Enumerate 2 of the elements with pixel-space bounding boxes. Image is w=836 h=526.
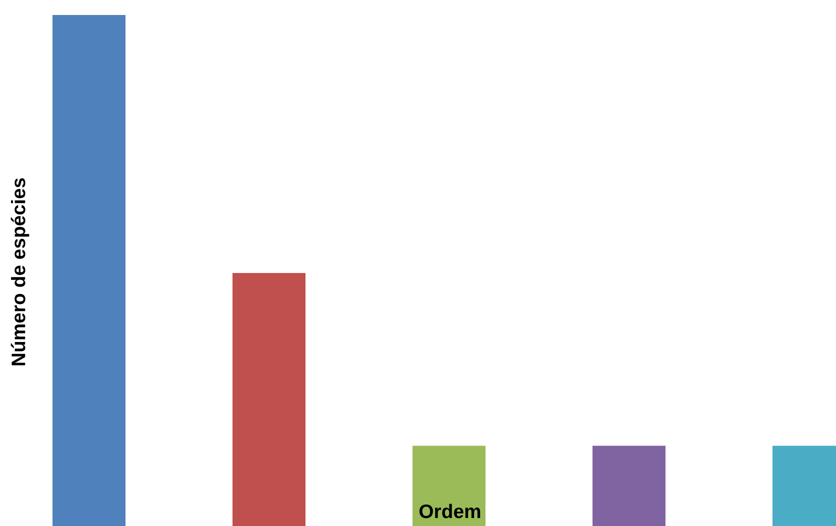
x-axis-title: Ordem	[419, 504, 480, 518]
y-axis-title: Número de espécies	[10, 178, 30, 366]
